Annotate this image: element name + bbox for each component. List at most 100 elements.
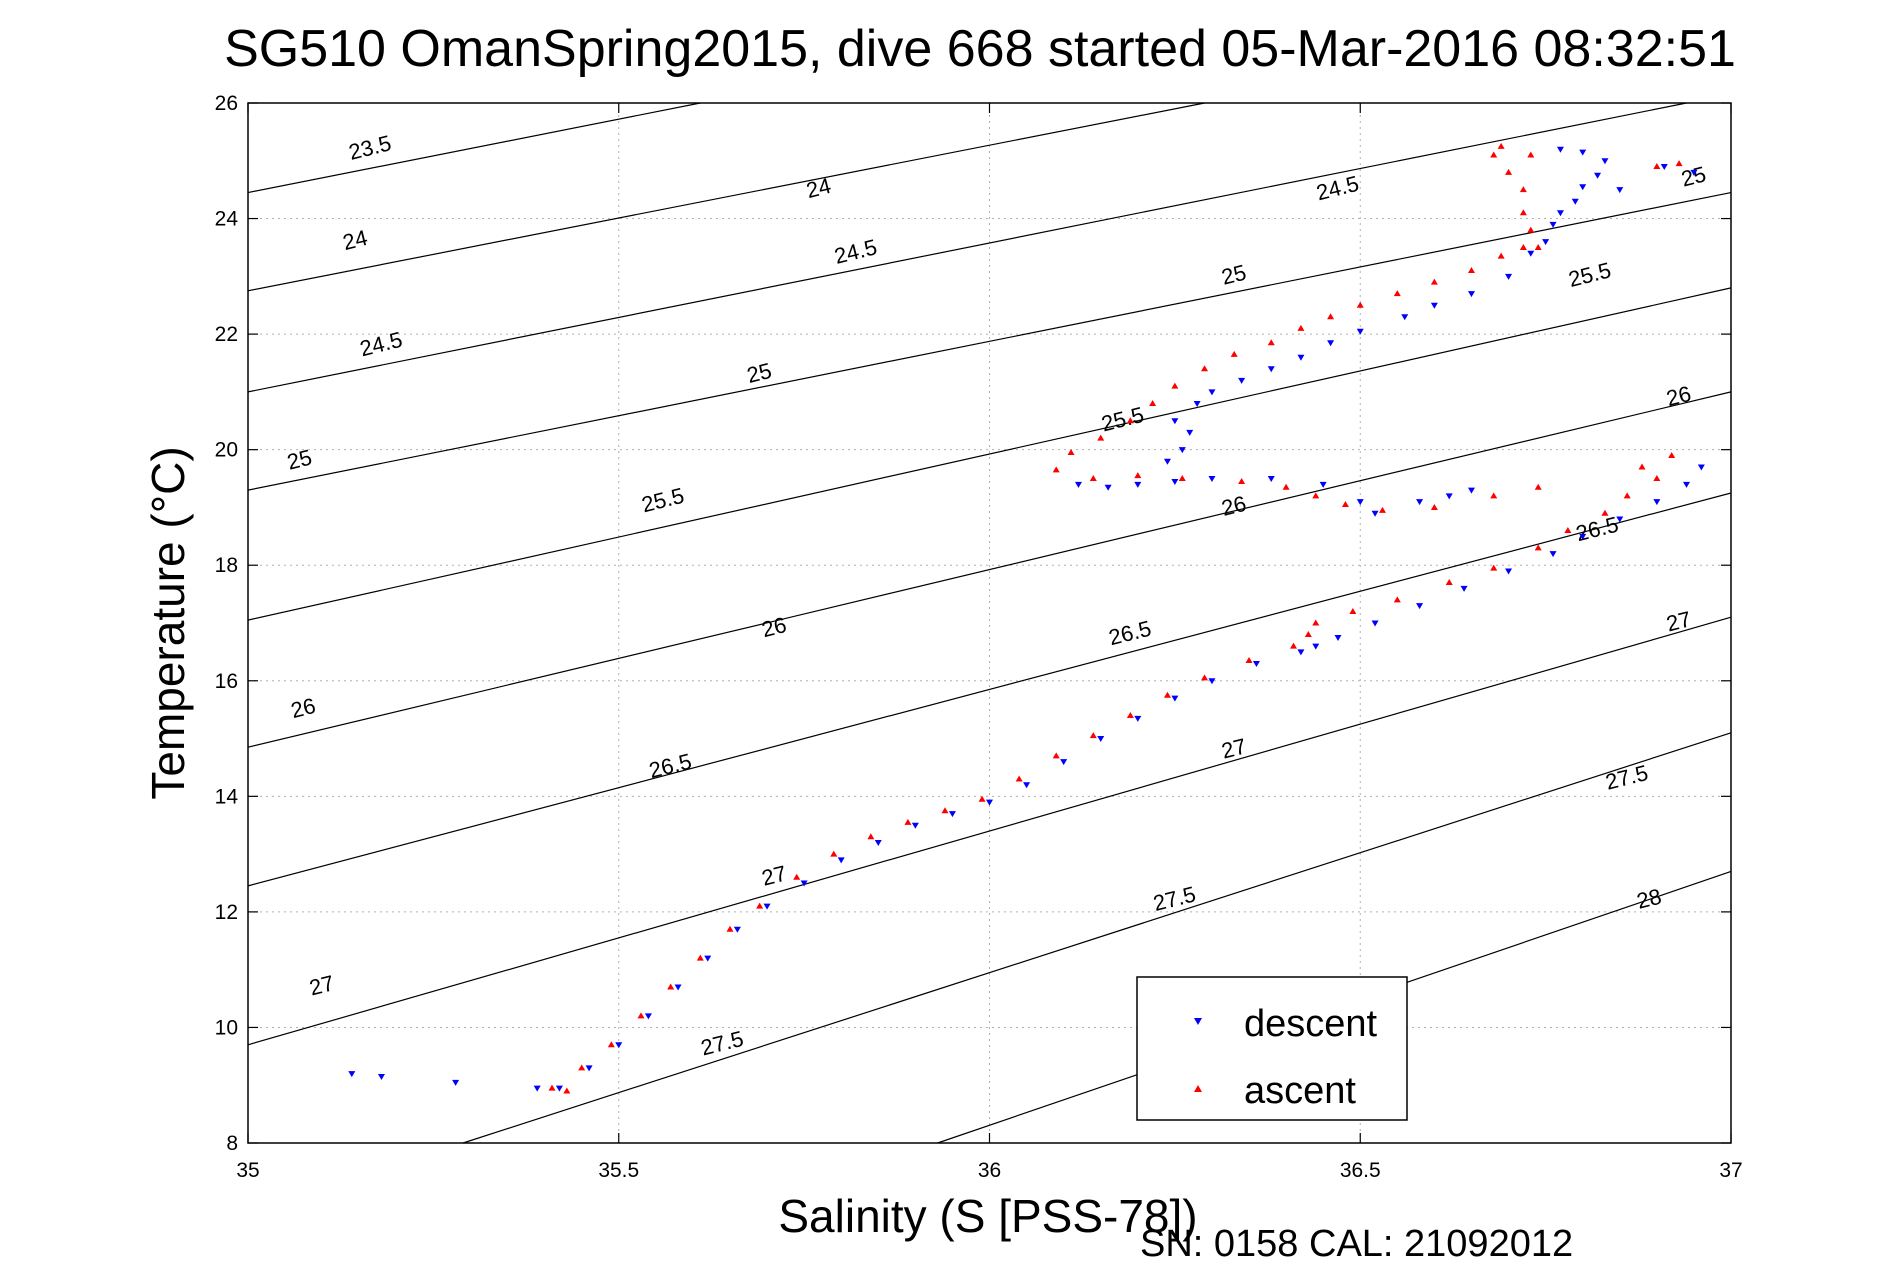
contour-line [247, 616, 1732, 1046]
ascent-point [1623, 492, 1631, 499]
ascent-point [1519, 243, 1527, 250]
descent-point [1171, 478, 1179, 485]
ascent-point [1290, 642, 1298, 649]
descent-point [585, 1065, 593, 1072]
ascent-point [1430, 278, 1438, 285]
descent-point [1579, 149, 1587, 156]
descent-point [1416, 603, 1424, 610]
descent-point [1690, 169, 1698, 176]
descent-point [1467, 487, 1475, 494]
ascent-point [1089, 475, 1097, 482]
legend: descent ascent [1136, 976, 1408, 1121]
descent-point [1371, 620, 1379, 627]
ascent-point [1601, 509, 1609, 516]
descent-point [1163, 458, 1171, 465]
descent-point [1097, 736, 1105, 743]
ascent-point [1668, 451, 1676, 458]
ascent-point [1356, 301, 1364, 308]
ascent-point [1089, 732, 1097, 739]
ascent-point [904, 818, 912, 825]
descent-point [644, 1013, 652, 1020]
descent-point [1252, 660, 1260, 667]
contour-line [247, 391, 1732, 748]
contour-label: 26 [1219, 491, 1249, 521]
ascent-point [1490, 492, 1498, 499]
ascent-point [1505, 168, 1513, 175]
ascent-point [1238, 477, 1246, 484]
descent-point [1134, 481, 1142, 488]
ascent-point [1171, 382, 1179, 389]
contour-label: 24 [340, 225, 370, 255]
ascent-point [1490, 564, 1498, 571]
ascent-point [1201, 674, 1209, 681]
ascent-point [1327, 313, 1335, 320]
descent-point [452, 1079, 460, 1086]
x-tick-label: 35 [236, 1159, 259, 1182]
ascent-point [1638, 463, 1646, 470]
x-tick-label: 37 [1719, 1159, 1742, 1182]
descent-point [1267, 366, 1275, 373]
ascent-point [1378, 506, 1386, 513]
descent-point [1297, 649, 1305, 656]
descent-point [1549, 221, 1557, 228]
ascent-point [1126, 711, 1134, 718]
ascent-point [1519, 209, 1527, 216]
ascent-point [867, 833, 875, 840]
ascent-point [563, 1087, 571, 1094]
descent-point [704, 955, 712, 962]
ascent-point [1653, 475, 1661, 482]
ascent-point [1534, 243, 1542, 250]
ascent-point [830, 850, 838, 857]
contour-label: 27 [307, 970, 337, 1000]
descent-point [1208, 389, 1216, 396]
descent-point [1467, 291, 1475, 298]
descent-point [1371, 510, 1379, 517]
descent-point [1579, 184, 1587, 191]
descent-point [1460, 585, 1468, 592]
ascent-point [637, 1012, 645, 1019]
ascent-point [1675, 160, 1683, 167]
ascent-point [1178, 475, 1186, 482]
y-tick-label: 16 [215, 670, 238, 693]
ascent-point [1430, 503, 1438, 510]
ascent-point [1497, 252, 1505, 259]
descent-point [1312, 643, 1320, 650]
descent-point [1171, 695, 1179, 702]
x-axis-label: Salinity (S [PSS-78]) [778, 1190, 1197, 1242]
descent-point [1356, 328, 1364, 335]
descent-point [1297, 354, 1305, 361]
ascent-point [1304, 631, 1312, 638]
ascent-point [1097, 434, 1105, 441]
descent-point [1356, 499, 1364, 506]
descent-point [874, 840, 882, 847]
descent-point [1171, 418, 1179, 425]
ascent-point [756, 902, 764, 909]
ascent-point [1282, 483, 1290, 490]
chart-title: SG510 OmanSpring2015, dive 668 started 0… [224, 20, 1736, 78]
legend-marker-ascent [1194, 1085, 1202, 1092]
contour-label: 27 [759, 860, 789, 890]
ascent-point [978, 795, 986, 802]
calibration-footer: SN: 0158 CAL: 21092012 [1140, 1223, 1573, 1262]
ascent-point [1245, 657, 1253, 664]
contour-label: 28 [1634, 884, 1664, 914]
ascent-point [578, 1064, 586, 1071]
ascent-point [1445, 579, 1453, 586]
contour-line [247, 102, 1205, 292]
legend-box [1136, 976, 1408, 1121]
ascent-point [1490, 151, 1498, 158]
descent-point [911, 822, 919, 829]
ascent-point [1527, 151, 1535, 158]
descent-point [1208, 476, 1216, 483]
ascent-point [941, 807, 949, 814]
ascent-point [1267, 339, 1275, 346]
descent-point [1134, 715, 1142, 722]
descent-point [1186, 429, 1194, 436]
ascent-point [607, 1041, 615, 1048]
descent-point [615, 1042, 623, 1049]
descent-point [1571, 198, 1579, 205]
contour-label: 25 [285, 444, 315, 474]
descent-point [1267, 476, 1275, 483]
descent-point [555, 1085, 563, 1092]
